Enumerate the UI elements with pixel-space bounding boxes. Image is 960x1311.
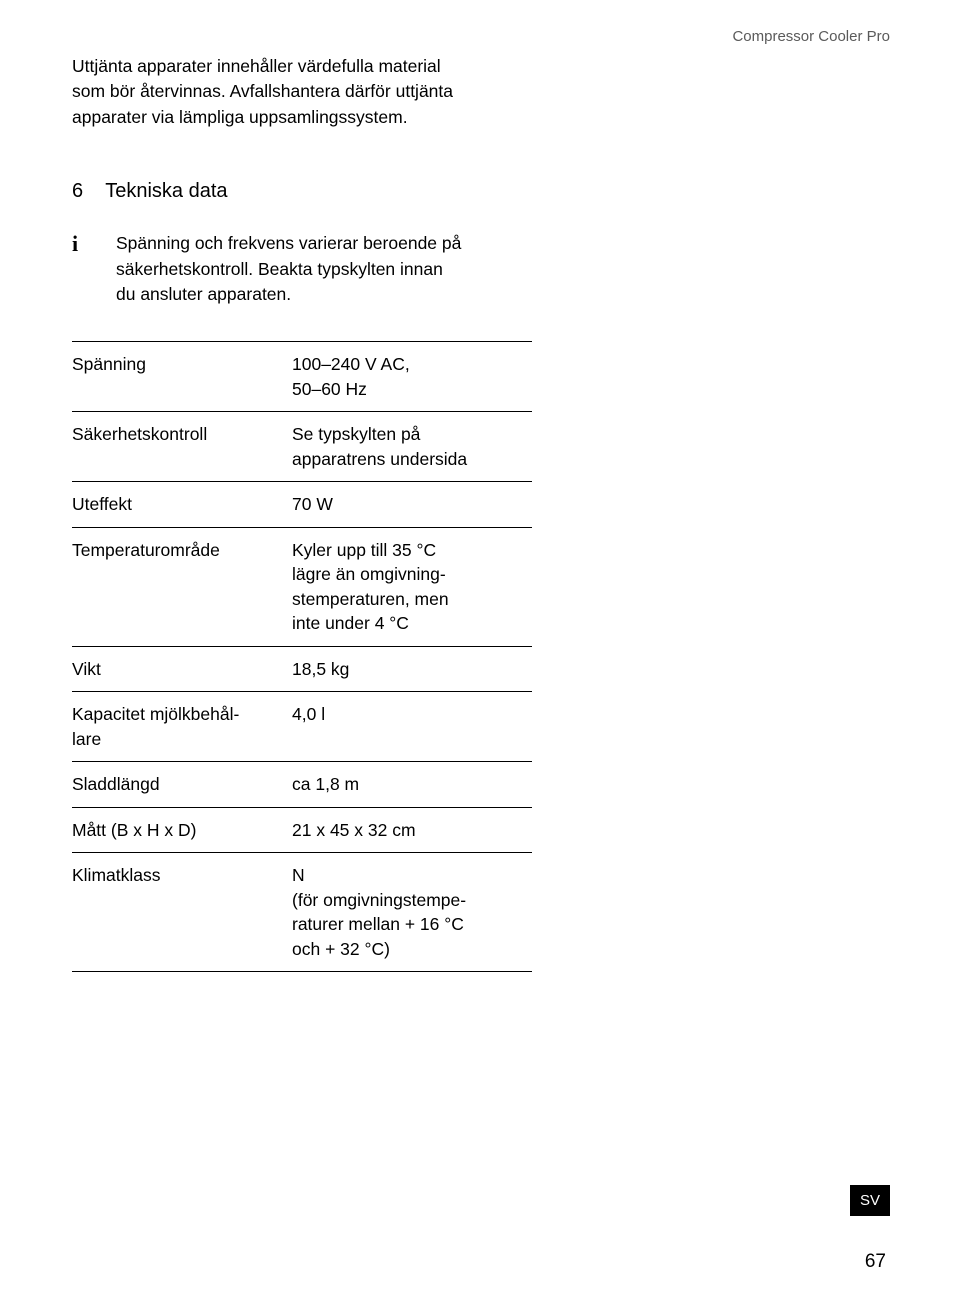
spec-label: Vikt [72,646,292,692]
table-row: TemperaturområdeKyler upp till 35 °Clägr… [72,527,532,646]
info-line-1: Spänning och frekvens varierar beroende … [116,233,461,253]
table-row: Mått (B x H x D)21 x 45 x 32 cm [72,807,532,853]
spec-label: Temperaturområde [72,527,292,646]
spec-value: 70 W [292,482,532,528]
intro-line-2: som bör återvinnas. Avfallshantera därfö… [72,81,453,101]
spec-label: Uteffekt [72,482,292,528]
page-number: 67 [865,1251,886,1273]
spec-value: Se typskylten påapparatrens undersida [292,412,532,482]
section-number: 6 [72,180,100,203]
spec-value: 21 x 45 x 32 cm [292,807,532,853]
spec-label: Klimatklass [72,853,292,972]
info-line-3: du ansluter apparaten. [116,284,291,304]
info-icon: i [72,231,116,257]
info-line-2: säkerhetskontroll. Beakta typskylten inn… [116,259,443,279]
spec-table: Spänning100–240 V AC,50–60 HzSäkerhetsko… [72,341,532,972]
info-note: i Spänning och frekvens varierar beroend… [72,231,890,307]
section-title: Tekniska data [105,180,227,202]
table-row: Vikt18,5 kg [72,646,532,692]
spec-label: Mått (B x H x D) [72,807,292,853]
intro-paragraph: Uttjänta apparater innehåller värdefulla… [72,54,532,130]
table-row: Uteffekt70 W [72,482,532,528]
spec-value: 18,5 kg [292,646,532,692]
intro-line-3: apparater via lämpliga uppsamlingssystem… [72,107,408,127]
spec-label: Spänning [72,342,292,412]
language-tab: SV [850,1185,890,1216]
info-text: Spänning och frekvens varierar beroende … [116,231,461,307]
spec-label: Sladdlängd [72,762,292,808]
spec-label: Kapacitet mjölkbehål-lare [72,692,292,762]
section-heading: 6 Tekniska data [72,180,890,203]
table-row: Kapacitet mjölkbehål-lare4,0 l [72,692,532,762]
table-row: Spänning100–240 V AC,50–60 Hz [72,342,532,412]
intro-line-1: Uttjänta apparater innehåller värdefulla… [72,56,441,76]
table-row: KlimatklassN(för omgivningstempe-raturer… [72,853,532,972]
table-row: SäkerhetskontrollSe typskylten påapparat… [72,412,532,482]
spec-value: N(för omgivningstempe-raturer mellan + 1… [292,853,532,972]
spec-value: Kyler upp till 35 °Clägre än omgivning-s… [292,527,532,646]
spec-label: Säkerhetskontroll [72,412,292,482]
table-row: Sladdlängdca 1,8 m [72,762,532,808]
spec-table-body: Spänning100–240 V AC,50–60 HzSäkerhetsko… [72,342,532,972]
product-name-header: Compressor Cooler Pro [732,28,890,45]
spec-value: 4,0 l [292,692,532,762]
spec-value: ca 1,8 m [292,762,532,808]
spec-value: 100–240 V AC,50–60 Hz [292,342,532,412]
